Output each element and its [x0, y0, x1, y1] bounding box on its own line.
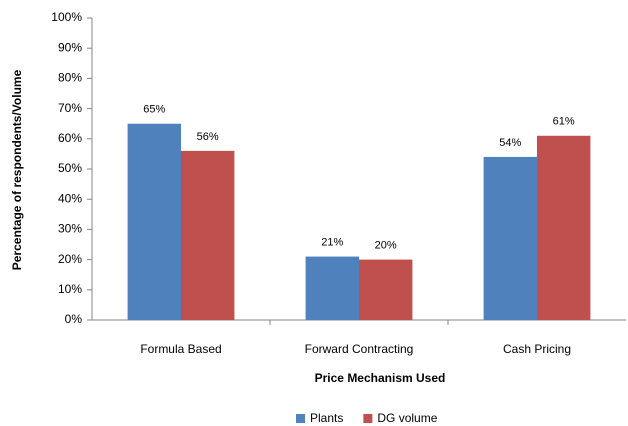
- y-tick-label: 40%: [58, 191, 82, 205]
- x-tick-label: Formula Based: [140, 342, 221, 356]
- bar: [127, 123, 181, 320]
- y-tick-label: 50%: [58, 161, 82, 175]
- y-tick-label: 20%: [58, 252, 82, 266]
- legend-label: Plants: [310, 411, 343, 425]
- value-label: 61%: [553, 116, 575, 128]
- value-label: 65%: [143, 104, 165, 116]
- legend-swatch: [363, 414, 373, 423]
- legend-label: DG volume: [377, 411, 437, 425]
- y-tick-label: 30%: [58, 222, 82, 236]
- y-tick-label: 100%: [51, 10, 82, 24]
- y-tick-label: 60%: [58, 131, 82, 145]
- value-label: 54%: [499, 137, 521, 149]
- value-label: 20%: [375, 240, 397, 252]
- y-tick-label: 80%: [58, 71, 82, 85]
- y-tick-label: 90%: [58, 40, 82, 54]
- y-tick-label: 70%: [58, 101, 82, 115]
- value-label: 56%: [197, 131, 219, 143]
- bar: [483, 156, 537, 320]
- bar: [359, 259, 413, 320]
- bar: [305, 256, 359, 320]
- value-label: 21%: [321, 236, 343, 248]
- y-tick-label: 0%: [65, 312, 83, 326]
- x-tick-label: Forward Contracting: [305, 342, 414, 356]
- y-tick-label: 10%: [58, 282, 82, 296]
- legend-swatch: [296, 414, 305, 423]
- bar: [537, 135, 591, 320]
- x-axis-title: Price Mechanism Used: [315, 371, 446, 385]
- x-tick-label: Cash Pricing: [503, 342, 571, 356]
- y-axis-title: Percentage of respondents/Volume: [10, 69, 24, 270]
- bar: [181, 150, 235, 320]
